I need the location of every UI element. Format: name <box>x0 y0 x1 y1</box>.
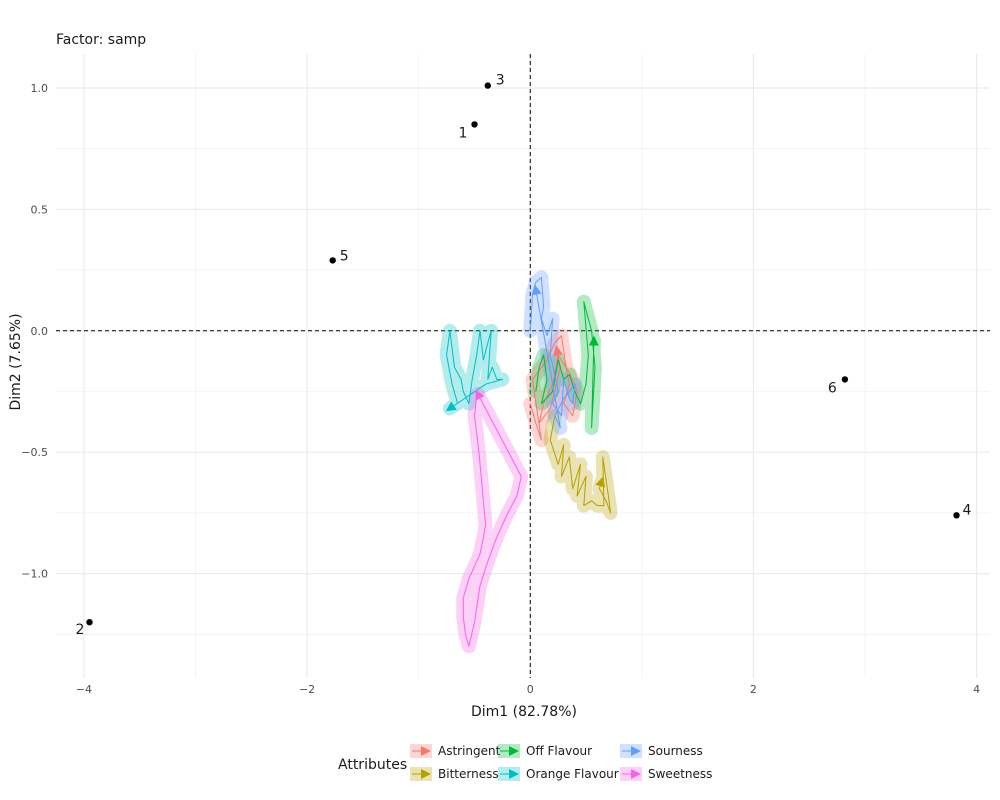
sample-point-label: 4 <box>963 502 972 518</box>
sample-point-label: 5 <box>340 248 349 264</box>
x-tick-label: −4 <box>76 683 92 696</box>
orange-flavour-arrow <box>445 401 457 412</box>
x-tick-label: 0 <box>527 683 534 696</box>
reference-lines <box>56 54 990 678</box>
legend-key-arrow <box>509 769 519 779</box>
series-lines <box>446 276 612 647</box>
sample-point-2 <box>86 619 93 626</box>
sample-point-3 <box>484 82 491 89</box>
x-tick-label: 4 <box>973 683 980 696</box>
legend-title: Attributes <box>338 757 407 773</box>
sample-points: 1 2 3 4 5 6 <box>76 73 972 639</box>
sweetness-band <box>456 386 529 654</box>
series-arrow-markers <box>445 284 606 488</box>
sample-point-5 <box>329 257 336 264</box>
y-axis-title: Dim2 (7.65%) <box>8 313 24 410</box>
legend-item-sweetness: Sweetness <box>620 767 712 781</box>
sample-point-label: 2 <box>76 622 85 638</box>
sample-point-6 <box>841 376 849 383</box>
legend-key-arrow <box>631 769 641 779</box>
legend-label: Orange Flavour <box>526 767 619 781</box>
x-tick-label: 2 <box>750 683 757 696</box>
bitterness-arrow <box>595 476 606 488</box>
legend-key-arrow <box>421 769 431 779</box>
sample-point-label: 3 <box>496 73 505 89</box>
legend-label: Bitterness <box>438 767 499 781</box>
off-flavour-line <box>535 301 596 429</box>
legend-label: Sweetness <box>648 767 712 781</box>
sample-point-4 <box>953 512 960 519</box>
sample-point-label: 1 <box>459 125 468 141</box>
legend-label: Sourness <box>648 744 703 758</box>
sourness-line <box>529 276 576 429</box>
astringent-line <box>529 335 578 441</box>
orange-flavour-line <box>446 330 503 409</box>
off-flavour-arrow <box>588 335 599 346</box>
x-tick-label: −2 <box>299 683 315 696</box>
y-tick-label: −1.0 <box>21 568 48 581</box>
chart-title: Factor: samp <box>56 32 146 48</box>
legend-item-off-flavour: Off Flavour <box>498 744 592 758</box>
x-axis-title: Dim1 (82.78%) <box>471 704 577 720</box>
sweetness-arrow <box>475 389 485 401</box>
legend-item-orange-flavour: Orange Flavour <box>498 767 619 781</box>
astringent-arrow <box>553 345 563 357</box>
legend-item-astringent: Astringent <box>410 744 501 758</box>
y-tick-label: 0.0 <box>31 325 49 338</box>
x-axis-ticks: −4 −2 0 2 4 <box>76 683 980 696</box>
y-tick-label: −0.5 <box>21 446 48 459</box>
sample-point-label: 6 <box>828 380 837 396</box>
y-axis-ticks: 1.0 0.5 0.0 −0.5 −1.0 <box>21 82 48 581</box>
y-tick-label: 1.0 <box>31 82 49 95</box>
legend-key-arrow <box>421 746 431 756</box>
legend-key-arrow <box>509 746 519 756</box>
legend-label: Astringent <box>438 744 501 758</box>
legend: Attributes Astringent Bitterness Off Flavo… <box>338 744 712 781</box>
y-tick-label: 0.5 <box>31 203 49 216</box>
sample-point-1 <box>471 121 478 128</box>
bitterness-line <box>549 415 612 514</box>
gridlines <box>56 54 990 678</box>
legend-item-bitterness: Bitterness <box>410 767 499 781</box>
sourness-arrow <box>531 284 542 296</box>
sweetness-line <box>462 393 522 647</box>
legend-item-sourness: Sourness <box>620 744 703 758</box>
legend-key-arrow <box>631 746 641 756</box>
legend-label: Off Flavour <box>526 744 592 758</box>
